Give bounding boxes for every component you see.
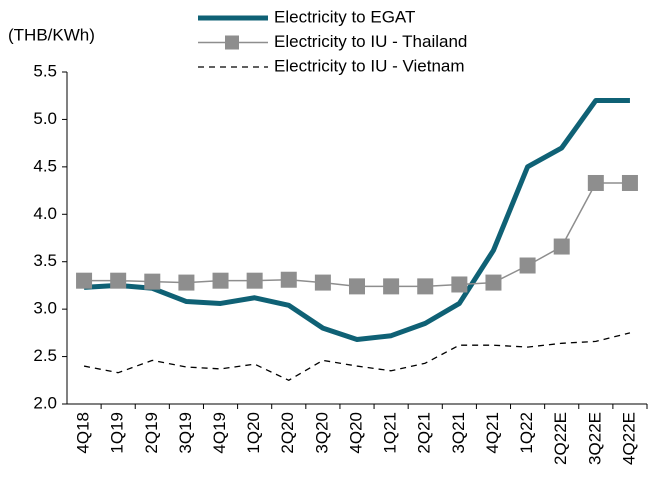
x-tick-label: 4Q22E <box>619 412 638 465</box>
series-marker <box>144 273 161 290</box>
x-tick-label: 1Q19 <box>108 412 127 454</box>
y-axis-label: (THB/KWh) <box>8 25 95 44</box>
x-tick-label: 3Q21 <box>449 412 468 454</box>
y-tick-label: 5.0 <box>33 109 57 128</box>
legend-label: Electricity to EGAT <box>274 7 415 26</box>
x-tick-label: 1Q22 <box>517 412 536 454</box>
series-marker <box>246 272 263 289</box>
x-tick-label: 4Q18 <box>74 412 93 454</box>
series-marker <box>621 174 638 191</box>
x-tick-label: 4Q21 <box>483 412 502 454</box>
x-tick-label: 3Q22E <box>585 412 604 465</box>
y-tick-label: 4.0 <box>33 204 57 223</box>
series-marker <box>553 238 570 255</box>
x-tick-label: 1Q20 <box>244 412 263 454</box>
series-marker <box>451 276 468 293</box>
series-marker <box>110 272 127 289</box>
series-marker <box>178 274 195 291</box>
x-tick-label: 3Q19 <box>176 412 195 454</box>
series-line <box>83 332 631 381</box>
y-tick-label: 3.0 <box>33 299 57 318</box>
legend-marker <box>225 35 239 50</box>
series-marker <box>519 257 536 274</box>
series-marker <box>417 278 434 295</box>
series-marker <box>587 174 604 191</box>
series-line <box>83 97 630 342</box>
x-tick-label: 2Q22E <box>551 412 570 465</box>
y-tick-label: 2.0 <box>33 393 57 412</box>
y-tick-label: 4.5 <box>33 156 57 175</box>
series-marker <box>280 271 297 288</box>
y-tick-label: 5.5 <box>33 61 57 80</box>
series-marker <box>76 272 93 289</box>
x-tick-label: 2Q21 <box>415 412 434 454</box>
series-marker <box>383 278 400 295</box>
x-tick-label: 2Q20 <box>278 412 297 454</box>
x-tick-label: 3Q20 <box>312 412 331 454</box>
x-tick-label: 4Q19 <box>210 412 229 454</box>
y-tick-label: 2.5 <box>33 346 57 365</box>
series-marker <box>212 272 229 289</box>
series-marker <box>314 274 331 291</box>
legend-label: Electricity to IU - Vietnam <box>274 56 465 75</box>
x-tick-label: 2Q19 <box>142 412 161 454</box>
y-tick-label: 3.5 <box>33 251 57 270</box>
x-tick-label: 1Q21 <box>381 412 400 454</box>
series-marker <box>485 274 502 291</box>
series-line <box>84 182 630 288</box>
series-marker <box>349 278 365 295</box>
legend-label: Electricity to IU - Thailand <box>274 32 467 51</box>
x-tick-label: 4Q20 <box>346 412 365 454</box>
